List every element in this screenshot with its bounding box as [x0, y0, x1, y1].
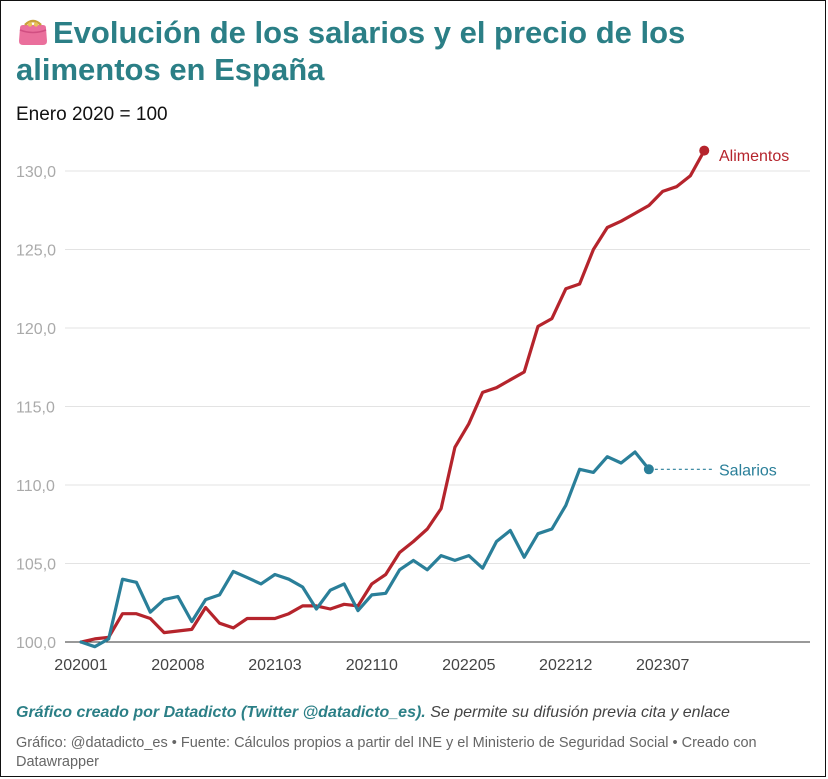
y-tick-label: 125,0 [16, 243, 56, 260]
chart-title: Evolución de los salarios y el precio de… [16, 14, 806, 88]
y-tick-label: 130,0 [16, 164, 56, 181]
y-tick-label: 120,0 [16, 321, 56, 338]
x-tick-label: 202008 [151, 657, 204, 674]
series-line-alimentos [79, 149, 706, 644]
x-tick-label: 202205 [442, 657, 495, 674]
y-tick-label: 105,0 [16, 557, 56, 574]
series-label-alimentos: Alimentos [719, 148, 789, 165]
chart-source: Gráfico: @datadicto_es • Fuente: Cálculo… [16, 735, 757, 770]
y-tick-label: 100,0 [16, 635, 56, 652]
x-tick-label: 202103 [248, 657, 301, 674]
chart-subtitle: Enero 2020 = 100 [16, 104, 168, 125]
y-tick-label: 115,0 [16, 400, 55, 417]
series-label-salarios: Salarios [719, 462, 777, 479]
chart-credit: Gráfico creado por Datadicto (Twitter @d… [16, 704, 730, 722]
series-line-salarios [79, 450, 651, 649]
credit-text: Gráfico creado por Datadicto (Twitter @d… [16, 704, 426, 721]
x-tick-label: 202307 [636, 657, 689, 674]
series-end-point-alimentos [699, 145, 710, 156]
y-tick-label: 110,0 [16, 478, 55, 495]
purse-icon [19, 19, 47, 45]
x-tick-label: 202001 [54, 657, 107, 674]
series-end-point-salarios [643, 464, 654, 475]
chart-title-text: Evolución de los salarios y el precio de… [16, 15, 686, 87]
credit-note: Se permite su difusión previa cita y enl… [430, 704, 730, 721]
line-chart: 130,0 125,0 120,0 115,0 110,0 105,0 100,0 20200… [16, 145, 810, 674]
x-tick-label: 202110 [346, 657, 398, 674]
x-tick-label: 202212 [539, 657, 592, 674]
